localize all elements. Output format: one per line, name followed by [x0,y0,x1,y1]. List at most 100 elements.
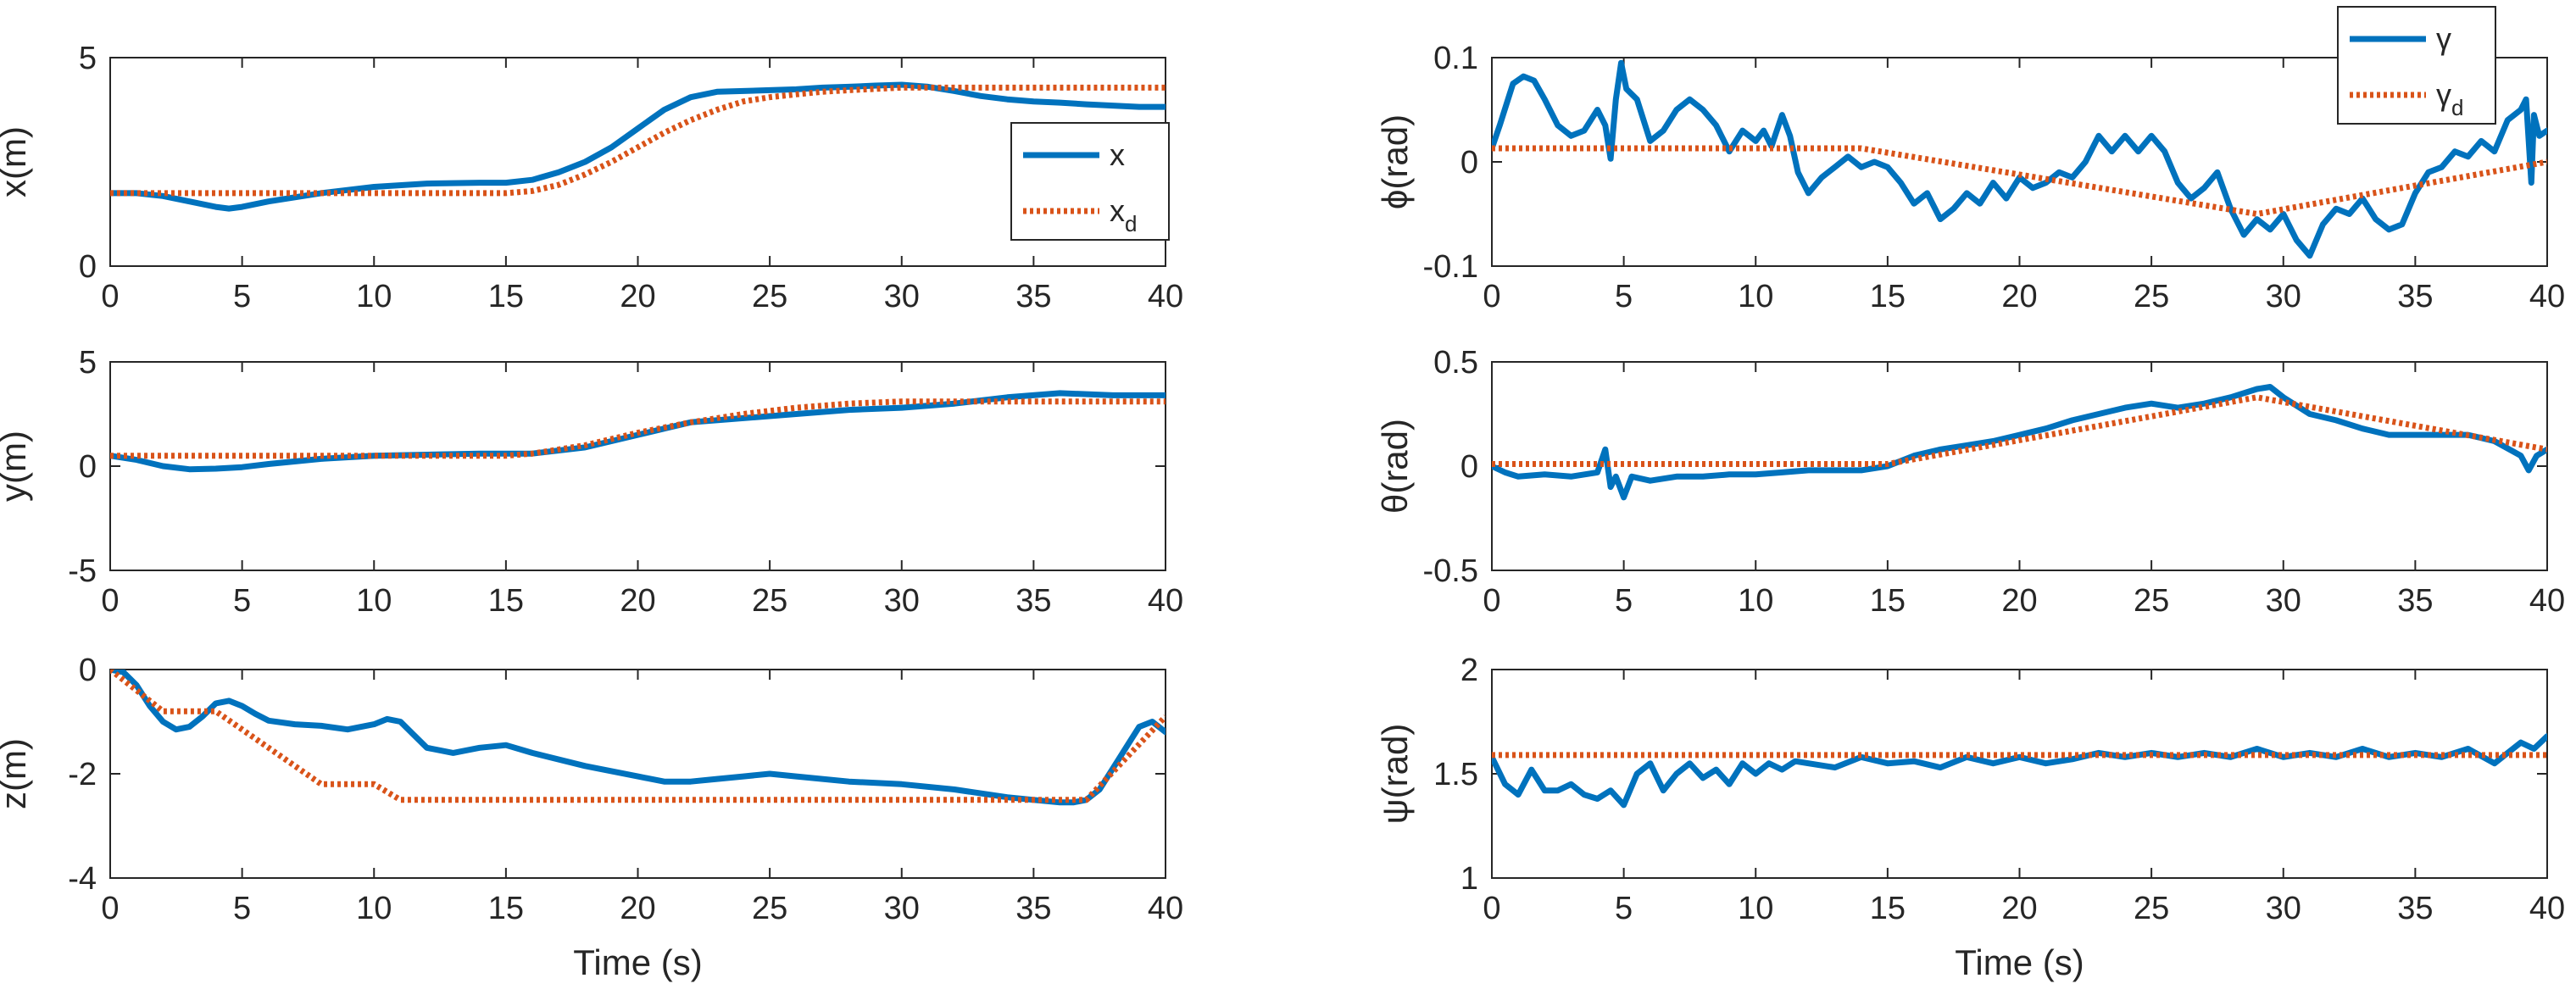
x-tick-label: 25 [2134,279,2169,314]
x-tick-label: 35 [1015,279,1051,314]
x-axis-label-psi: Time (s) [1955,942,2084,982]
x-tick-label: 15 [1870,891,1906,926]
x-tick-label: 30 [884,583,920,619]
y-axis-label-psi: ψ(rad) [1375,724,1415,825]
x-tick-label: 25 [2134,891,2169,926]
x-tick-label: 5 [1615,583,1633,619]
x-tick-label: 5 [233,891,251,926]
x-tick-label: 0 [101,279,119,314]
series-line-θ [1492,384,2547,501]
legend-x: xxd [1010,122,1170,241]
x-axis-label-z: Time (s) [573,942,702,982]
y-tick-label: 5 [79,345,97,381]
legend-label-subscript: d [1125,211,1137,236]
y-axis-label-y: y(m) [0,431,33,502]
x-tick-label: 20 [2001,583,2037,619]
x-tick-label: 15 [1870,279,1906,314]
x-tick-label: 5 [1615,891,1633,926]
x-tick-label: 30 [884,891,920,926]
legend-box [1010,122,1170,241]
legend-label: γd [2436,77,2463,120]
y-tick-label: 1 [1460,861,1478,897]
x-tick-label: 40 [2529,891,2565,926]
y-axis-label-phi: ϕ(rad) [1375,114,1415,209]
panel-theta: 0 5 10 15 20 25 30 35 40-0.500.5θ(rad) [1375,345,2565,619]
x-tick-label: 10 [356,891,392,926]
legend-label: xd [1110,193,1137,236]
x-tick-label: 0 [1483,891,1500,926]
x-tick-label: 0 [1483,279,1500,314]
x-tick-label: 20 [620,891,655,926]
legend-label-base: x [1110,193,1125,228]
x-tick-label: 10 [1738,583,1773,619]
x-tick-label: 35 [2397,891,2433,926]
y-tick-label: 0.1 [1433,41,1478,76]
x-tick-label: 35 [2397,279,2433,314]
y-tick-label: 0 [1460,145,1478,181]
y-tick-label: -5 [68,553,97,589]
y-axis-label-theta: θ(rad) [1375,419,1415,514]
y-tick-label: -0.1 [1423,249,1478,285]
x-tick-label: 25 [752,583,787,619]
legend-box [2337,6,2496,125]
x-tick-label: 20 [620,583,655,619]
legend-label-base: γ [2436,77,2451,112]
legend-phi: γγd [2337,6,2496,125]
x-tick-label: 35 [2397,583,2433,619]
x-tick-label: 25 [2134,583,2169,619]
y-tick-label: -0.5 [1423,553,1478,589]
series-line-γ [1492,59,2547,259]
x-tick-label: 30 [2266,583,2301,619]
x-tick-label: 10 [356,583,392,619]
x-tick-label: 0 [101,583,119,619]
legend-label: x [1110,137,1125,172]
y-tick-label: 0 [79,249,97,285]
panel-z: 0 5 10 15 20 25 30 35 40 -4 -2 0 z(m) Time (s) [0,653,1183,982]
series-line-z [110,670,1166,806]
y-tick-label: 5 [79,41,97,76]
legend-label: γ [2436,21,2451,56]
x-tick-label: 15 [488,279,524,314]
x-tick-label: 5 [233,279,251,314]
legend-label-base: γ [2436,21,2451,56]
series-line-γ_d [1492,145,2547,217]
series-line-x [110,81,1166,212]
x-tick-label: 10 [356,279,392,314]
series-line-ψ [1492,733,2547,809]
x-tick-label: 0 [101,891,119,926]
x-tick-label: 5 [233,583,251,619]
x-tick-label: 25 [752,279,787,314]
y-tick-label: 0 [1460,449,1478,485]
series-line-y_d [110,398,1166,459]
series-line-z_d [110,670,1166,803]
x-tick-label: 15 [488,583,524,619]
x-tick-label: 40 [1148,891,1183,926]
x-tick-label: 20 [620,279,655,314]
x-tick-label: 0 [1483,583,1500,619]
y-tick-label: -2 [68,757,97,792]
y-tick-label: 2 [1460,653,1478,688]
x-tick-label: 20 [2001,279,2037,314]
x-tick-label: 10 [1738,279,1773,314]
x-tick-label: 30 [2266,279,2301,314]
y-tick-label: 0.5 [1433,345,1478,381]
y-tick-label: -4 [68,861,97,897]
y-axis-label-x: x(m) [0,126,33,197]
x-tick-label: 35 [1015,891,1051,926]
series-line-θ_d [1492,394,2547,467]
x-tick-label: 40 [1148,279,1183,314]
x-tick-label: 30 [2266,891,2301,926]
y-tick-label: 1.5 [1433,757,1478,792]
x-tick-label: 15 [1870,583,1906,619]
x-tick-label: 35 [1015,583,1051,619]
series-line-x_d [110,84,1166,197]
axes-frame-psi [1491,669,2548,879]
y-tick-label: 0 [79,653,97,688]
legend-label-subscript: d [2451,95,2463,120]
x-tick-label: 25 [752,891,787,926]
legend-label-base: x [1110,137,1125,172]
y-axis-label-z: z(m) [0,738,33,809]
